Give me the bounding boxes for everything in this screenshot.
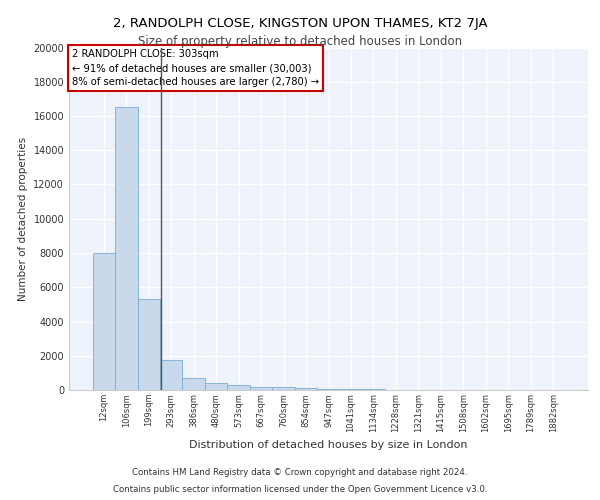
Bar (205, 384, 227, 390)
Bar (295, 388, 317, 390)
Bar (340, 389, 362, 390)
Text: Contains HM Land Registry data © Crown copyright and database right 2024.: Contains HM Land Registry data © Crown c… (132, 468, 468, 477)
Bar (272, 386, 295, 390)
Bar (227, 385, 250, 390)
X-axis label: Distribution of detached houses by size in London: Distribution of detached houses by size … (189, 440, 468, 450)
Bar (182, 378, 205, 390)
Bar (92, 253, 115, 390)
Bar (317, 388, 340, 390)
Text: Size of property relative to detached houses in London: Size of property relative to detached ho… (138, 35, 462, 48)
Text: Contains public sector information licensed under the Open Government Licence v3: Contains public sector information licen… (113, 484, 487, 494)
Y-axis label: Number of detached properties: Number of detached properties (18, 136, 28, 301)
Bar (137, 299, 160, 390)
Bar (115, 108, 137, 390)
Text: 2 RANDOLPH CLOSE: 303sqm
← 91% of detached houses are smaller (30,003)
8% of sem: 2 RANDOLPH CLOSE: 303sqm ← 91% of detach… (71, 49, 319, 87)
Text: 2, RANDOLPH CLOSE, KINGSTON UPON THAMES, KT2 7JA: 2, RANDOLPH CLOSE, KINGSTON UPON THAMES,… (113, 18, 487, 30)
Bar (250, 386, 272, 390)
Bar (160, 360, 182, 390)
